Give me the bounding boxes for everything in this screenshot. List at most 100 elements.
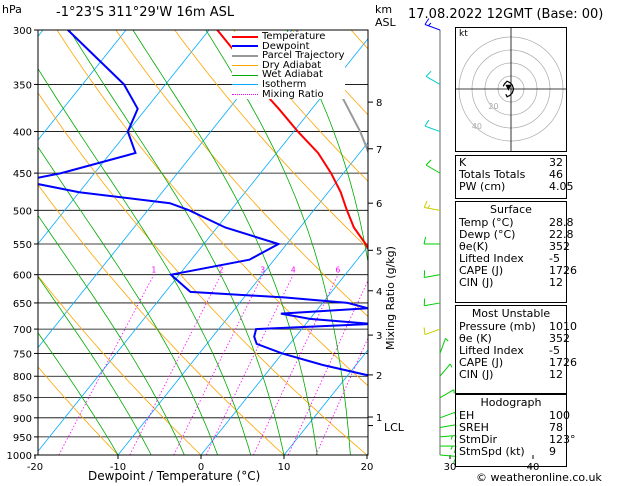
altitude-tick-label: 8 — [376, 98, 382, 109]
temperature-tick-label: -20 — [27, 462, 43, 473]
hodograph-unit-label: kt — [459, 29, 468, 39]
index-row: EH 100 — [455, 410, 609, 422]
dry-adiabat-line — [38, 92, 368, 455]
wet-adiabat-line — [38, 146, 218, 455]
index-label: Temp (°C) — [459, 216, 514, 229]
legend-swatch — [232, 54, 258, 57]
dry-adiabat-line — [38, 366, 119, 455]
legend-label: Parcel Trajectory — [262, 50, 345, 62]
pressure-tick-label: 350 — [13, 80, 32, 91]
surface-box — [455, 201, 567, 303]
wind-barb-staff — [439, 389, 455, 399]
legend-label: Isotherm — [262, 78, 307, 90]
dry-adiabat-line — [38, 184, 285, 455]
index-row: θe(K) 352 — [455, 239, 609, 253]
wind-barb-feather — [423, 327, 426, 335]
legend-swatch — [232, 45, 258, 48]
pressure-tick-label: 950 — [13, 433, 32, 444]
dry-adiabat-line — [38, 275, 202, 455]
legend-swatch — [232, 74, 258, 76]
chart-curves — [38, 30, 368, 377]
hodograph-ring-label: 40 — [472, 122, 482, 131]
wind-barb-feather — [424, 119, 430, 127]
wind-barb-feather — [425, 159, 432, 166]
index-value: -5 — [549, 251, 560, 265]
legend-label: Dewpoint — [262, 40, 310, 52]
altitude-tick-label: 2 — [376, 371, 382, 382]
wet-adiabat-line — [286, 30, 368, 265]
index-value: 352 — [549, 239, 570, 253]
index-value: 1010 — [549, 320, 577, 333]
pressure-tick-label: 900 — [13, 414, 32, 425]
wind-barb-staff — [424, 274, 441, 278]
hodograph-trace — [502, 80, 515, 98]
isotherm-line — [283, 349, 368, 455]
index-value: 9 — [549, 444, 556, 458]
wind-barb-feather — [450, 435, 453, 440]
km-unit-label: km — [375, 3, 393, 16]
index-label: Pressure (mb) — [459, 320, 536, 333]
wind-barb-feather — [449, 363, 453, 368]
copyright-label: © weatheronline.co.uk — [476, 471, 602, 484]
index-value: 78 — [549, 420, 563, 434]
wet-adiabat-line — [38, 332, 119, 455]
wet-adiabat-line — [69, 30, 285, 455]
mixing-ratio-label: 1 — [152, 266, 157, 275]
hodograph-stats-table: EH 100 SREH 78 StmDir 123° StmSpd (kt) 9 — [455, 410, 609, 458]
index-value: 12 — [549, 275, 563, 289]
index-label: CAPE (J) — [459, 263, 504, 277]
location-title: -1°23'S 311°29'W 16m ASL — [56, 5, 235, 20]
indices-box — [455, 155, 567, 199]
index-label: Totals Totals — [459, 167, 526, 181]
wind-barb-feather — [425, 70, 432, 77]
temperature-tick-label: 10 — [278, 462, 291, 473]
legend-label: Dry Adiabat — [262, 59, 322, 71]
most-unstable-title: Most Unstable — [471, 307, 551, 320]
wind-barb-staff — [425, 75, 441, 85]
altitude-tick-label: 6 — [376, 199, 382, 210]
index-row: Lifted Index -5 — [455, 343, 609, 357]
mixing-ratio-line — [205, 274, 294, 455]
index-row: CIN (J) 12 — [455, 367, 609, 381]
index-row: StmDir 123° — [455, 433, 609, 446]
isotherm-line — [38, 30, 127, 141]
index-label: Dewp (°C) — [459, 227, 516, 241]
chart-axes: 3003504004505005506006507007508008509009… — [7, 26, 540, 473]
index-row: CIN (J) 12 — [455, 275, 609, 289]
wind-barb-staff — [439, 338, 446, 354]
pressure-tick-label: 700 — [13, 325, 32, 336]
temperature-tick-label: 30 — [444, 462, 457, 473]
index-label: Lifted Index — [459, 343, 524, 357]
isotherm-line — [38, 30, 210, 245]
wind-barb-feather — [424, 18, 430, 25]
mixing-ratio-line — [367, 453, 368, 455]
wet-adiabat-line — [38, 67, 252, 455]
pressure-tick-label: 450 — [13, 169, 32, 180]
dry-adiabat-line — [56, 30, 368, 387]
legend-item: Dewpoint — [232, 40, 345, 52]
legend-item: Isotherm — [232, 80, 345, 90]
mixing-ratio-label: 15 — [441, 266, 451, 275]
legend-item: Parcel Trajectory — [232, 51, 345, 61]
wind-barb-feather — [427, 204, 431, 209]
legend-swatch — [232, 65, 258, 67]
hpa-unit-label: hPa — [2, 3, 22, 16]
isotherm-line — [200, 245, 368, 455]
wind-barb-staff — [424, 302, 441, 307]
index-label: CAPE (J) — [459, 355, 504, 369]
altitude-tick-label: 5 — [376, 246, 382, 257]
index-label: θe(K) — [459, 239, 489, 253]
pressure-tick-label: 850 — [13, 394, 32, 405]
index-value: 1726 — [549, 263, 577, 277]
index-value: 46 — [549, 167, 563, 181]
index-value: 12 — [549, 367, 563, 381]
legend-swatch — [232, 35, 258, 38]
temperature-tick-label: 20 — [361, 462, 374, 473]
wind-barb-staff — [424, 24, 441, 31]
wet-adiabat-line — [132, 30, 318, 455]
wind-barb-staff — [439, 363, 451, 377]
altitude-tick-label: 7 — [376, 145, 382, 156]
temperature-curve — [216, 30, 368, 251]
index-value: -5 — [549, 343, 560, 357]
